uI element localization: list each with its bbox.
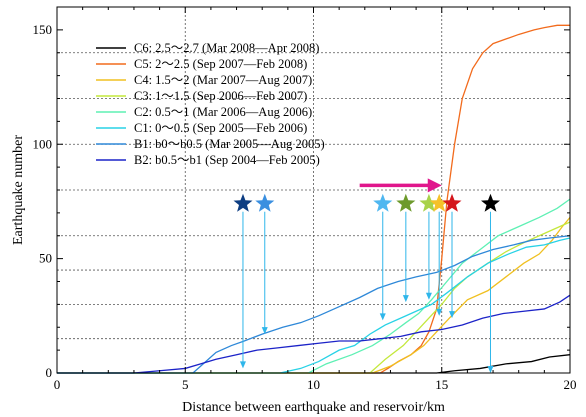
x-tick-label: 0 [54,377,61,392]
series-lines [57,24,571,374]
x-tick-label: 15 [435,377,448,392]
legend: C6: 2.5～2.7 (Mar 2008—Apr 2008) C5: 2～2.5… [96,41,325,167]
series-line-3 [57,221,571,374]
legend-entry-1: C5: 2～2.5 (Sep 2007—Feb 2008) [134,57,307,71]
x-tick-label: 20 [564,377,577,392]
star-marker-5 [429,193,449,212]
star-marker-6 [442,193,462,212]
series-line-7 [57,294,571,374]
star-drop-arrowhead-4 [425,292,432,300]
star-drop-arrowhead-7 [487,366,494,373]
star-drop-arrowhead-6 [449,311,456,319]
legend-entry-3: C3: 1～1.5 (Sep 2006—Feb 2007) [134,89,307,103]
legend-entry-5: C1: 0～0.5 (Sep 2005—Feb 2006) [134,121,307,135]
star-marker-4 [419,193,439,212]
star-marker-1 [255,193,275,212]
star-marker-0 [233,193,253,212]
legend-entry-7: B2: b0.5～b1 (Sep 2004—Feb 2005) [134,153,320,167]
star-marker-7 [481,193,500,212]
star-drop-arrowhead-1 [261,327,268,335]
y-tick-label: 0 [46,365,53,380]
legend-entry-6: B1: b0～b0.5 (Mar 2005—Aug 2005) [134,137,325,151]
grid-lines [57,7,570,373]
legend-entry-2: C4: 1.5～2 (Mar 2007—Aug 2007) [134,73,312,87]
star-drop-arrowhead-2 [379,313,386,321]
series-line-2 [57,217,571,374]
star-drop-arrowhead-3 [402,295,409,303]
y-tick-label: 50 [39,251,52,266]
progression-arrowhead [427,178,442,193]
star-drop-arrowhead-0 [239,361,246,369]
x-tick-label: 5 [182,377,189,392]
annotations [233,178,500,373]
x-tick-label: 10 [307,377,320,392]
star-marker-2 [373,193,393,212]
y-tick-label: 150 [33,22,53,37]
legend-entry-0: C6: 2.5～2.7 (Mar 2008—Apr 2008) [134,41,319,55]
x-axis-label: Distance between earthquake and reservoi… [182,400,445,415]
legend-entry-4: C2: 0.5～1 (Mar 2006—Aug 2006) [134,105,312,119]
series-line-6 [57,235,571,374]
y-axis-label: Earthquake number [11,135,26,245]
series-line-5 [57,237,571,374]
star-marker-3 [396,193,416,212]
y-tick-label: 100 [33,136,53,151]
series-line-4 [57,198,571,374]
star-drop-arrowhead-5 [436,308,443,316]
axis-ticks: 0 5 10 15 20 0 50 100 150 [33,7,577,392]
